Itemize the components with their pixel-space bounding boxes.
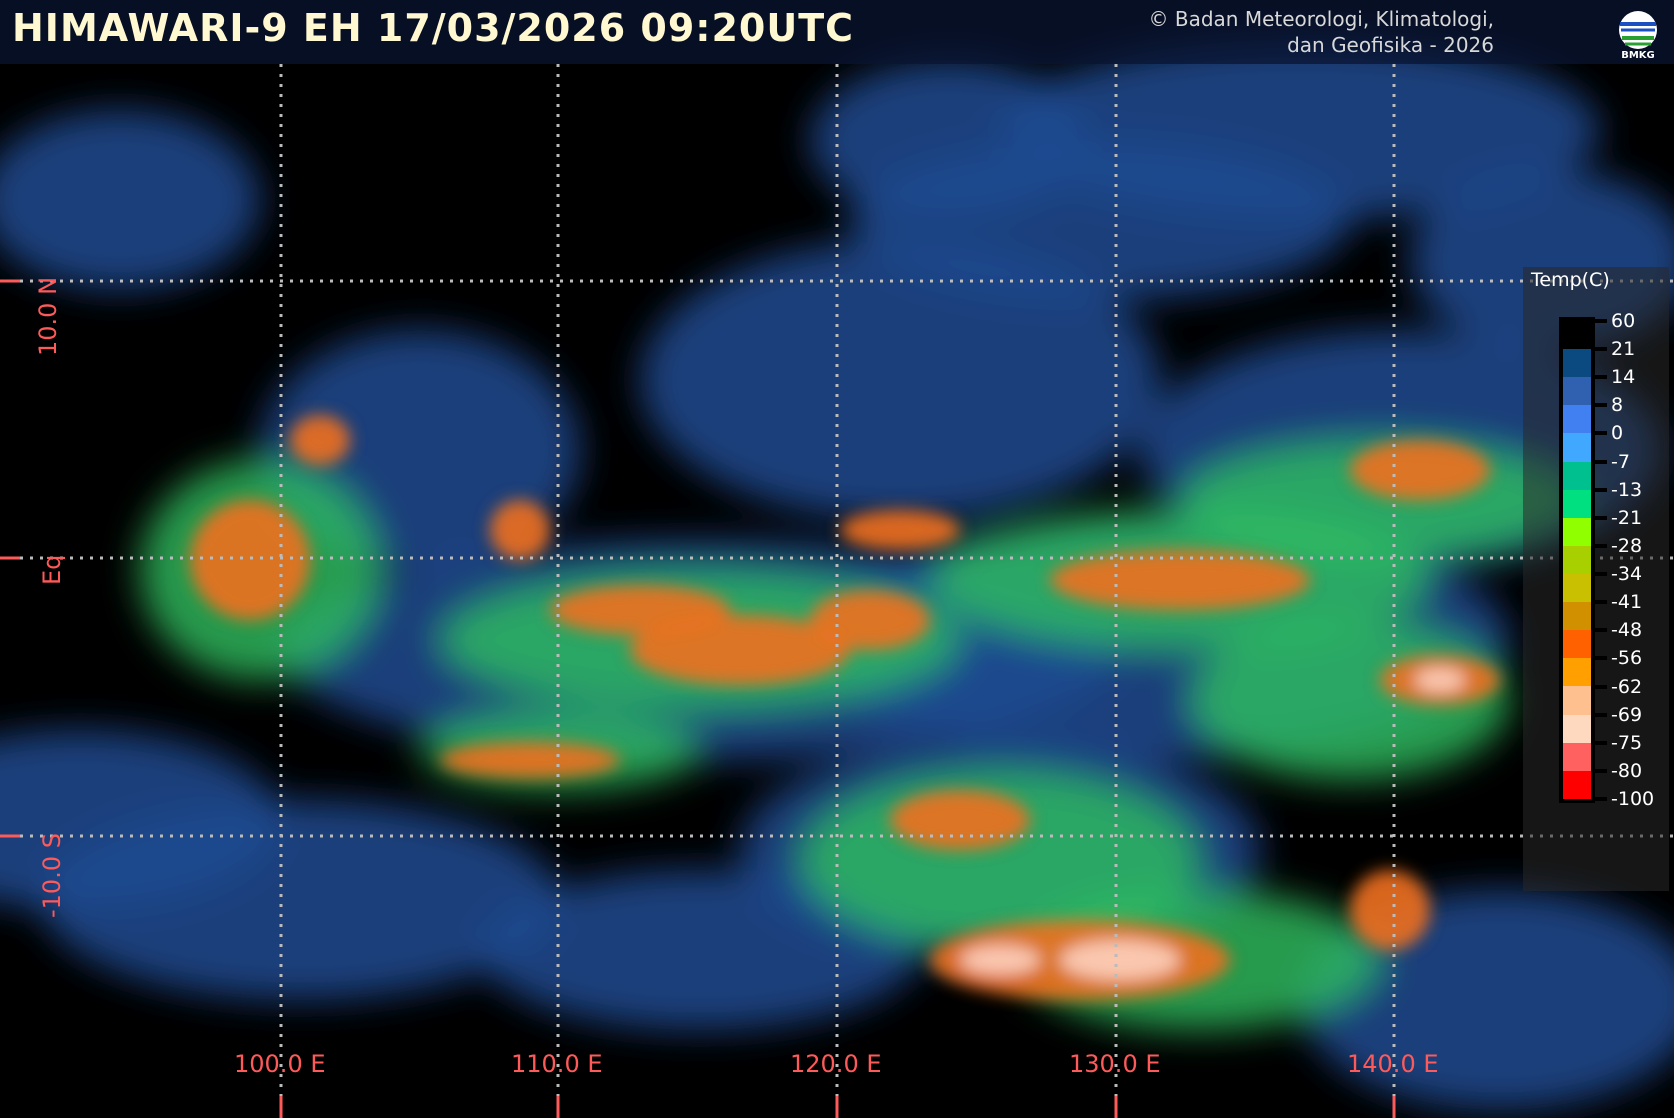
cloud-region (810, 60, 1090, 220)
legend-tick-label: -21 (1611, 506, 1643, 529)
cloud-region (630, 615, 850, 685)
cloud-region (840, 510, 960, 550)
legend-tick-label: -7 (1611, 450, 1630, 473)
legend-tick-label: -28 (1611, 534, 1643, 557)
legend-tick (1591, 431, 1607, 436)
lon-label-110e: 110.0 E (511, 1050, 603, 1078)
legend-tick (1591, 375, 1607, 380)
legend-swatch (1563, 573, 1591, 603)
temperature-legend: Temp(C) 60 21 14 8 0 -7 -13 -21 -28 -34 -41 -48 -56 -… (1523, 267, 1669, 891)
legend-tick-label: -80 (1611, 759, 1643, 782)
legend-tick (1591, 319, 1607, 323)
cloud-region (490, 500, 550, 560)
legend-tick (1591, 403, 1607, 408)
legend-tick (1591, 487, 1607, 492)
lon-label-120e: 120.0 E (790, 1050, 882, 1078)
legend-swatch (1563, 658, 1591, 687)
cloud-region (890, 790, 1030, 850)
legend-tick (1591, 347, 1607, 352)
legend-tick (1591, 684, 1607, 689)
cloud-region (480, 870, 920, 1030)
legend-swatch (1563, 630, 1591, 659)
cloud-region (640, 240, 1160, 520)
cloud-region (960, 945, 1040, 975)
legend-tick-label: -41 (1611, 591, 1643, 614)
legend-swatch (1563, 433, 1591, 462)
legend-tick-label: 8 (1611, 394, 1624, 417)
legend-tick (1591, 459, 1607, 464)
legend-tick-label: -62 (1611, 675, 1643, 698)
legend-swatch (1563, 714, 1591, 743)
legend-tick-label: 21 (1611, 338, 1636, 361)
legend-swatch (1563, 321, 1591, 350)
legend-tick (1591, 740, 1607, 745)
color-bar (1559, 317, 1595, 803)
legend-tick-label: -56 (1611, 647, 1643, 670)
legend-tick (1591, 572, 1607, 577)
lat-label-10n: 10.0 N (34, 276, 62, 356)
legend-tick (1591, 656, 1607, 661)
legend-tick-label: 14 (1611, 366, 1636, 389)
cloud-region (810, 590, 930, 650)
legend-tick-label: -13 (1611, 478, 1643, 501)
legend-swatch (1563, 489, 1591, 518)
cloud-region (0, 110, 260, 290)
lon-label-130e: 130.0 E (1069, 1050, 1161, 1078)
legend-swatch (1563, 517, 1591, 546)
cloud-region (40, 800, 560, 1000)
legend-title: Temp(C) (1531, 269, 1610, 291)
lon-label-100e: 100.0 E (234, 1050, 326, 1078)
legend-swatch (1563, 405, 1591, 434)
cloud-region (1415, 668, 1465, 692)
cloud-region (440, 742, 620, 778)
lat-label-eq: Eq (38, 554, 66, 585)
legend-swatch (1563, 686, 1591, 715)
copyright-line-1: © Badan Meteorologi, Klimatologi, (1148, 7, 1495, 31)
legend-tick-label: -69 (1611, 703, 1643, 726)
copyright-line-2: dan Geofisika - 2026 (1287, 33, 1494, 57)
copyright-text: © Badan Meteorologi, Klimatologi, dan Ge… (1149, 6, 1495, 58)
legend-tick-label: -48 (1611, 619, 1643, 642)
legend-swatch (1563, 742, 1591, 771)
lat-label-10s: -10.0 S (38, 833, 66, 918)
cloud-region (1350, 870, 1430, 950)
legend-swatch (1563, 545, 1591, 574)
legend-swatch (1563, 349, 1591, 378)
legend-tick (1591, 600, 1607, 605)
legend-tick (1591, 712, 1607, 717)
cloud-region (1350, 440, 1490, 500)
lon-label-140e: 140.0 E (1347, 1050, 1439, 1078)
legend-tick (1591, 628, 1607, 633)
legend-swatch (1563, 770, 1591, 799)
legend-tick-label: 0 (1611, 422, 1624, 445)
cloud-region (290, 415, 350, 465)
legend-tick-label: -75 (1611, 731, 1643, 754)
legend-swatch (1563, 602, 1591, 631)
legend-tick (1591, 768, 1607, 773)
legend-tick (1591, 797, 1607, 801)
legend-tick-label: -100 (1611, 788, 1655, 810)
title-bar: HIMAWARI-9 EH 17/03/2026 09:20UTC © Bada… (0, 0, 1674, 64)
bmkg-logo: BMKG (1619, 11, 1657, 60)
legend-tick (1591, 515, 1607, 520)
legend-swatch (1563, 461, 1591, 490)
svg-text:BMKG: BMKG (1621, 50, 1655, 60)
image-title: HIMAWARI-9 EH 17/03/2026 09:20UTC (12, 6, 855, 50)
legend-swatch (1563, 377, 1591, 406)
legend-tick-label: -34 (1611, 563, 1643, 586)
legend-tick-label: 60 (1611, 310, 1636, 332)
cloud-region (190, 500, 310, 620)
legend-tick (1591, 543, 1607, 548)
cloud-region (1060, 940, 1180, 980)
